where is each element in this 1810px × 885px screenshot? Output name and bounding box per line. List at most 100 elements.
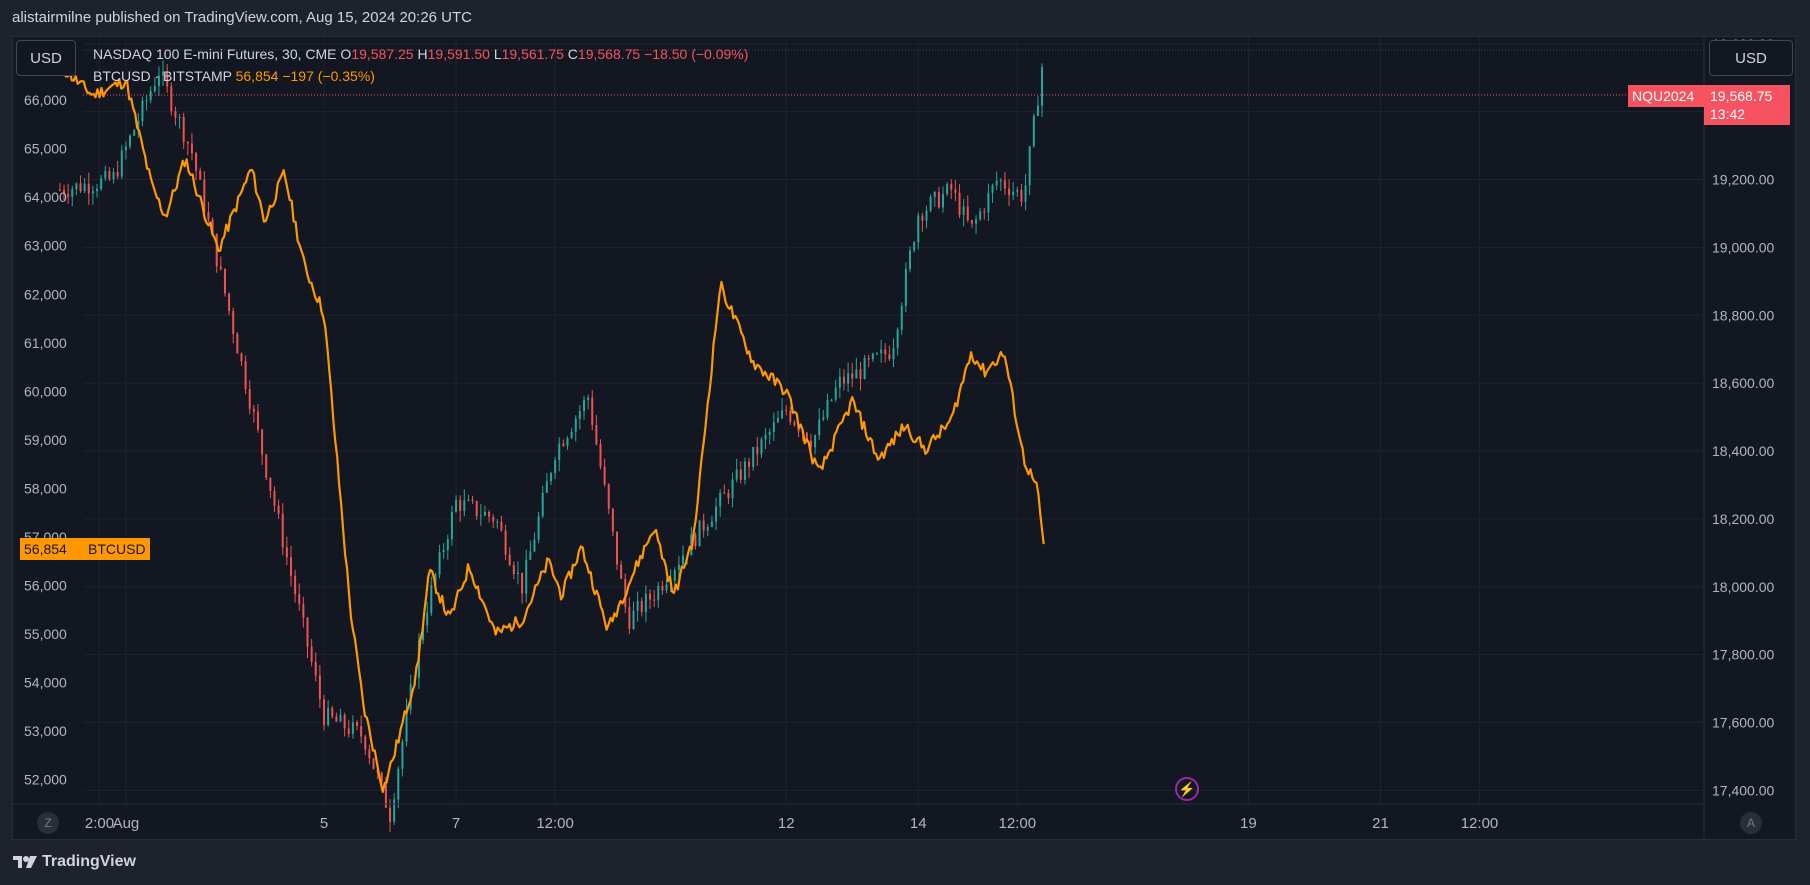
nq-candle-body [323,699,326,725]
nq-candle-body [364,736,367,750]
low-value: 19,561.75 [501,46,564,62]
nq-candle-body [896,329,899,349]
time-tick-label: 12 [778,815,795,832]
nq-candle-body [153,85,156,92]
nq-candle-body [991,185,994,193]
nq-candle-body [628,606,631,629]
nq-candle-body [236,333,239,354]
nq-candle-body [715,506,718,522]
nq-candle-body [1020,189,1023,202]
nq-candle-body [756,446,759,455]
nq-candle-body [719,492,722,507]
nq-candle-body [929,196,932,211]
z-button[interactable]: Z [37,812,59,834]
left-price-axis[interactable]: 67,00066,00065,00064,00063,00062,00061,0… [24,44,67,788]
brand-name: TradingView [42,853,136,870]
footer-brand[interactable]: TradingView [12,853,136,871]
nq-candle-body [137,121,140,131]
nq-candle-body [677,564,680,571]
nq-candle-body [611,508,614,532]
nq-candle-body [351,722,354,734]
nq-candle-body [393,799,396,822]
time-tick-label: 14 [910,815,927,832]
nq-candle-body [384,781,387,808]
nq-candle-body [624,578,627,607]
close-label: C [567,46,578,62]
chart-panel[interactable] [12,36,1796,840]
nq-candle-body [401,741,404,769]
nq-candle-body [368,749,371,759]
left-tick-label: 61,000 [24,335,67,351]
nq-candle-body [108,171,111,180]
right-tick-label: 18,000.00 [1712,579,1774,595]
change-value: −18.50 (−0.09%) [644,46,749,62]
nq-candle-body [900,306,903,330]
right-tick-label: 18,600.00 [1712,375,1774,391]
nq-candle-body [405,709,408,742]
nq-candle-body [673,570,676,581]
right-unit-button[interactable]: USD [1709,40,1793,76]
nq-price-label: 19,568.75 13:42 [1704,85,1790,125]
left-unit-button[interactable]: USD [16,40,76,76]
nq-candle-body [83,183,86,192]
nq-candle-body [331,707,334,717]
nq-candle-body [863,358,866,379]
right-tick-label: 17,600.00 [1712,715,1774,731]
nq-candle-body [644,593,647,612]
nq-legend[interactable]: NASDAQ 100 E-mini Futures, 30, CME O19,5… [93,46,748,62]
nq-candle-body [244,361,247,390]
nq-candle-body [739,469,742,480]
nq-candle-body [698,520,701,547]
nq-candle-body [834,387,837,400]
nq-candle-body [904,268,907,307]
nq-candle-body [529,551,532,560]
left-tick-label: 66,000 [24,92,67,108]
nq-candle-body [987,192,990,213]
nq-candle-body [793,422,796,426]
nq-candle-body [1008,188,1011,196]
nq-candle-body [112,172,115,180]
btc-price-label: 56,854 [20,538,84,560]
nq-candle-body [318,675,321,700]
nq-candle-body [162,71,165,76]
nq-candle-body [475,501,478,517]
nq-candle-body [215,233,218,267]
right-tick-label: 18,800.00 [1712,307,1774,323]
nq-candle-body [541,492,544,517]
left-tick-label: 55,000 [24,626,67,642]
right-price-axis[interactable]: 19,600.0019,400.0019,200.0019,000.0018,8… [1712,36,1774,799]
nq-candle-body [75,183,78,190]
nq-candle-body [265,454,268,478]
time-tick-label: 19 [1240,815,1257,832]
nq-candle-body [463,500,466,512]
nq-candle-body [252,408,255,412]
nq-candle-body [343,714,346,729]
nq-candle-body [207,212,210,220]
nq-candle-body [1041,66,1044,106]
nq-candle-body [545,481,548,493]
nq-candle-body [776,417,779,423]
right-tick-label: 17,800.00 [1712,647,1774,663]
btc-legend[interactable]: BTCUSD · BITSTAMP 56,854 −197 (−0.35%) [93,68,375,84]
nq-candle-body [913,242,916,251]
nq-candle-body [871,353,874,360]
lightning-icon[interactable]: ⚡ [1175,777,1199,801]
nq-candle-body [682,555,685,565]
time-tick-label: 21 [1372,815,1389,832]
left-tick-label: 62,000 [24,286,67,302]
nq-candle-body [591,397,594,426]
tradingview-logo-icon [13,856,37,868]
time-tick-label: 2:00 [85,815,114,832]
nq-candle-body [789,410,792,423]
nq-candle-body [995,181,998,186]
nq-candle-body [731,479,734,499]
nq-candle-body [104,171,107,179]
right-tick-label: 19,000.00 [1712,239,1774,255]
nq-candle-body [649,593,652,600]
nq-candle-body [195,153,198,171]
nq-candle-body [525,559,528,594]
nq-candle-body [888,354,891,360]
a-button[interactable]: A [1740,812,1762,834]
